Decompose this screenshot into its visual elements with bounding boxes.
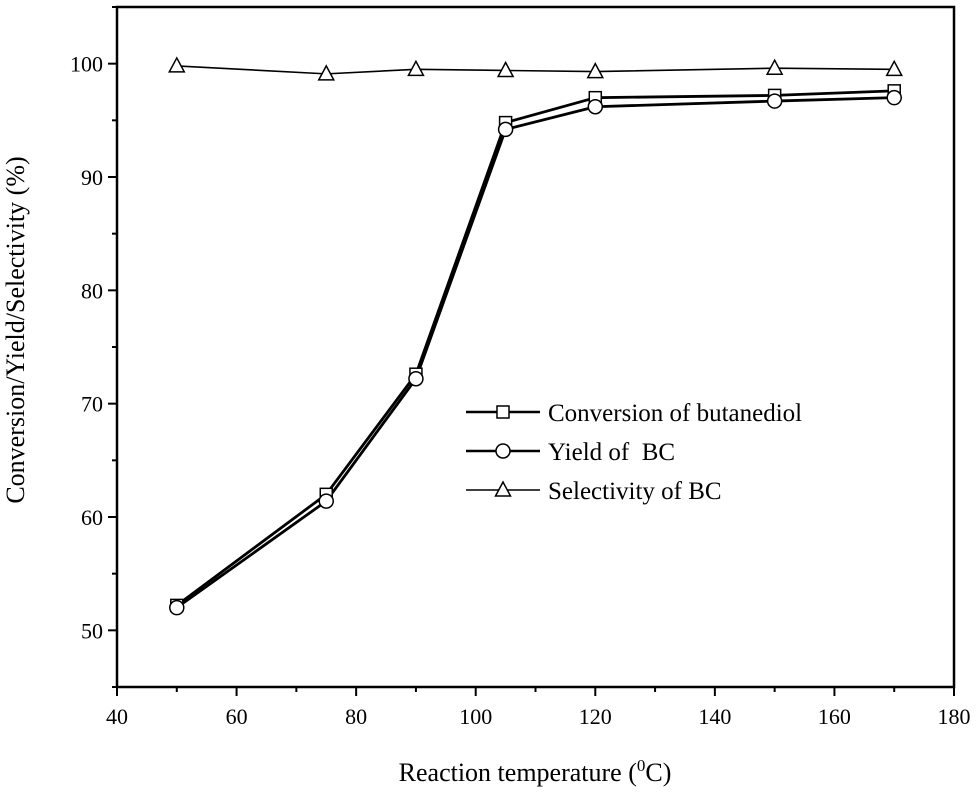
legend-marker-circle: [495, 443, 511, 459]
series-line-triangle: [176, 65, 895, 75]
data-point-circle: [587, 98, 604, 115]
axis-ticks: [108, 6, 955, 696]
legend: Conversion of butanediol Yield of BC Sel…: [466, 400, 802, 505]
series-line-circle: [175, 96, 895, 609]
series-markers: [168, 56, 903, 616]
plot-frame: [115, 5, 956, 689]
x-tick-label: 40: [106, 704, 128, 729]
data-point-triangle: [885, 59, 903, 77]
x-tick-label: 100: [459, 704, 492, 729]
data-point-circle: [408, 370, 424, 387]
data-point-circle: [318, 493, 334, 509]
data-point-circle: [766, 93, 783, 109]
x-axis-label: Reaction temperature (0C): [399, 756, 672, 787]
y-tick-label: 90: [81, 165, 103, 190]
y-tick-label: 50: [81, 618, 103, 643]
y-tick-label: 60: [81, 505, 103, 530]
data-point-triangle: [168, 56, 186, 73]
legend-label-yield: Yield of BC: [548, 439, 675, 466]
y-axis-label: Conversion/Yield/Selectivity (%): [1, 156, 30, 503]
tick-labels: 40 60 80 100 120 140 160 180 50 60 70 80 90 100: [70, 52, 971, 729]
data-point-triangle: [765, 58, 784, 75]
legend-label-selectivity: Selectivity of BC: [548, 478, 722, 505]
legend-label-conversion: Conversion of butanediol: [548, 400, 802, 427]
data-point-triangle: [407, 59, 425, 77]
series-lines: [175, 65, 895, 609]
x-tick-label: 140: [698, 704, 731, 729]
x-tick-label: 180: [938, 704, 971, 729]
data-point-circle: [497, 121, 514, 138]
x-tick-label: 160: [818, 704, 851, 729]
y-tick-label: 80: [81, 278, 103, 303]
data-point-triangle: [496, 60, 515, 78]
x-axis-label-unit: C): [645, 758, 671, 787]
legend-marker-triangle: [494, 480, 512, 497]
x-axis-label-main: Reaction temperature (: [399, 758, 637, 787]
x-tick-label: 120: [579, 704, 612, 729]
y-tick-label: 100: [70, 52, 103, 77]
series-line-square: [175, 89, 895, 607]
data-point-triangle: [317, 64, 336, 81]
x-tick-label: 80: [345, 704, 367, 729]
data-point-triangle: [586, 62, 605, 79]
data-point-circle: [886, 89, 902, 106]
x-tick-label: 60: [226, 704, 248, 729]
data-point-circle: [169, 599, 185, 616]
y-tick-label: 70: [81, 392, 103, 417]
x-axis-label-superscript: 0: [637, 756, 646, 775]
legend-marker-square: [496, 405, 510, 419]
